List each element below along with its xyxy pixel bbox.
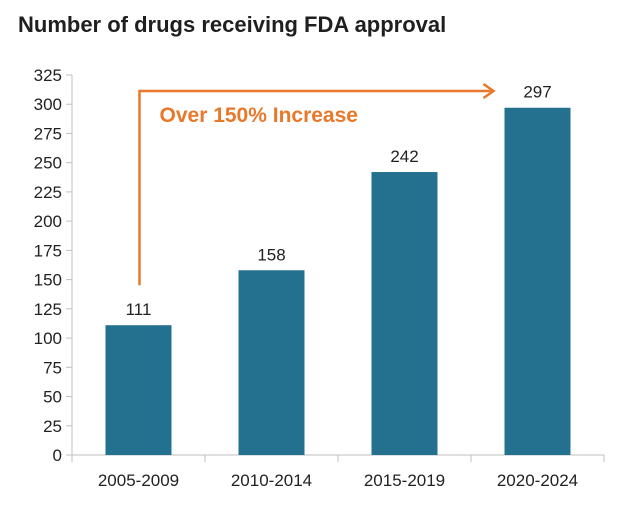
y-tick-label: 225: [34, 183, 62, 202]
y-tick-label: 300: [34, 95, 62, 114]
y-tick-label: 150: [34, 271, 62, 290]
y-tick-label: 125: [34, 300, 62, 319]
data-label-2005-2009: 111: [126, 300, 152, 319]
x-tick-label-2015-2019: 2015-2019: [364, 471, 445, 490]
y-tick-label: 100: [34, 329, 62, 348]
bar-2015-2019: [371, 172, 438, 456]
y-tick-label: 50: [43, 388, 62, 407]
x-tick-label-2010-2014: 2010-2014: [231, 471, 312, 490]
y-tick-label: 200: [34, 212, 62, 231]
annotation-label: Over 150% Increase: [160, 104, 358, 127]
y-tick-label: 325: [34, 66, 62, 85]
increase-arrow-head: [482, 82, 496, 100]
data-label-2015-2019: 242: [390, 147, 418, 166]
y-tick-label: 275: [34, 124, 62, 143]
y-tick-label: 25: [43, 417, 62, 436]
data-label-2020-2024: 297: [523, 83, 551, 102]
bar-2005-2009: [105, 325, 172, 455]
y-tick-label: 0: [53, 446, 62, 465]
chart-title: Number of drugs receiving FDA approval: [18, 12, 447, 37]
y-tick-label: 250: [34, 154, 62, 173]
y-tick-label: 175: [34, 241, 62, 260]
bar-2010-2014: [238, 270, 305, 455]
x-tick-label-2020-2024: 2020-2024: [497, 471, 578, 490]
bar-2020-2024: [504, 107, 571, 455]
x-tick-label-2005-2009: 2005-2009: [98, 471, 179, 490]
y-tick-label: 75: [43, 358, 62, 377]
data-label-2010-2014: 158: [257, 245, 285, 264]
increase-arrow-line: [138, 89, 494, 286]
